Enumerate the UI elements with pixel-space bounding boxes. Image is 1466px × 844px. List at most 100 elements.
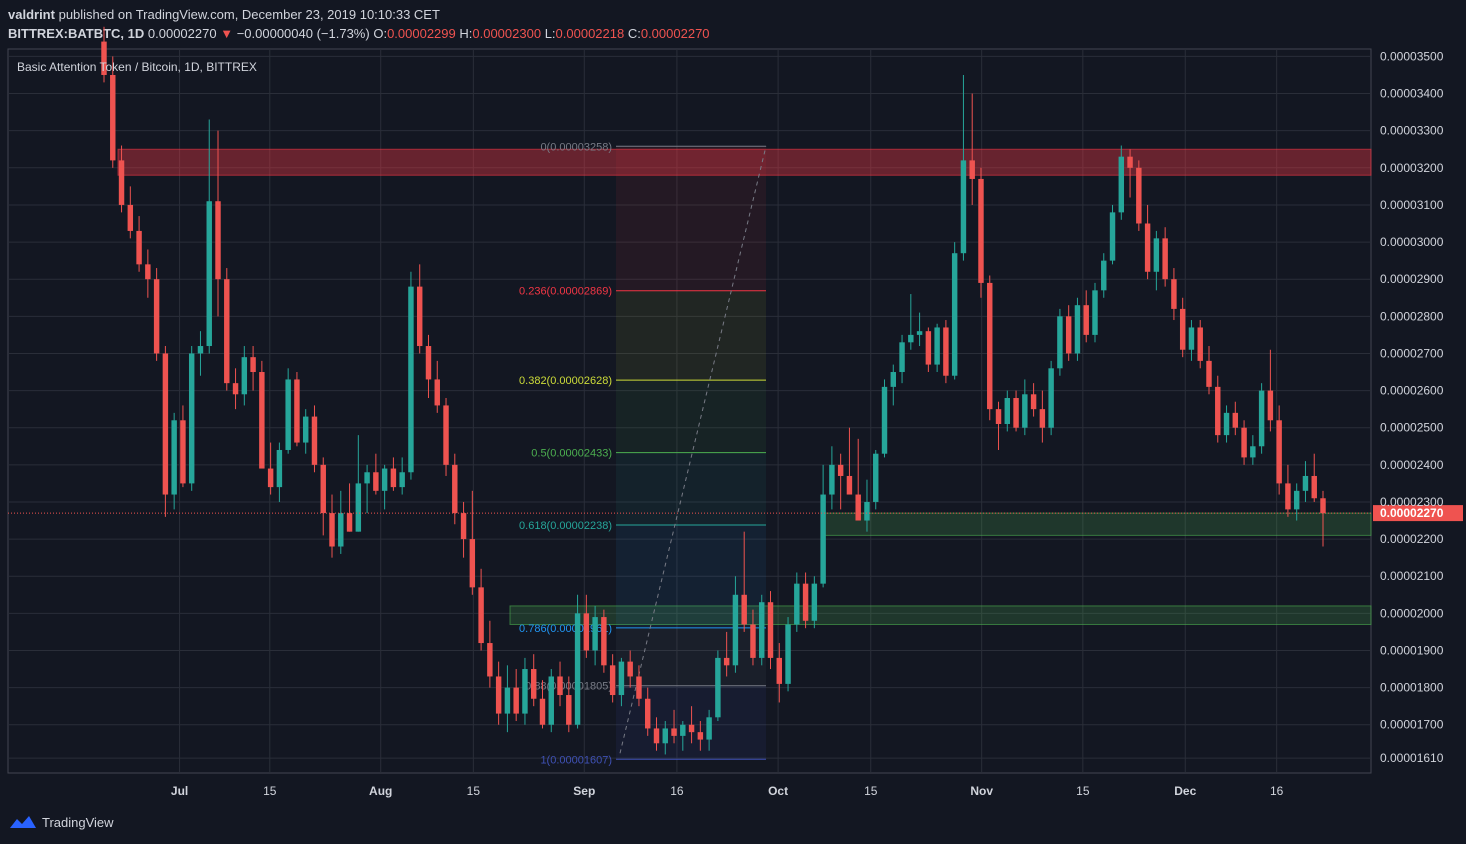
candle [916,312,923,347]
candle-body [1285,483,1291,510]
candle-body [1065,316,1072,354]
candle [601,609,607,673]
candle-body [302,416,309,443]
candle-body [1127,156,1133,168]
author-name[interactable]: valdrint [8,7,55,22]
candle-body [916,331,923,335]
candle-body [837,464,844,476]
candle-body [452,464,458,514]
candle [785,617,791,692]
candle [153,268,160,361]
candle [943,320,949,384]
candle [548,669,554,733]
price-tick-label: 0.00001800 [1380,681,1444,695]
tradingview-cloud-icon [10,816,36,828]
candle-body [1057,316,1063,369]
candle-body [943,327,949,376]
candle [951,242,958,380]
tradingview-logo[interactable]: TradingView [8,814,114,830]
low-value: 0.00002218 [555,26,625,41]
low-label: L: [544,26,556,41]
candle [750,609,756,666]
candle [504,665,511,733]
candle [574,594,581,729]
candle [1118,145,1125,220]
grid-lines [8,49,1371,773]
candle [294,372,300,447]
candle-body [811,583,818,621]
candle [1206,346,1212,395]
candle-body [531,669,537,699]
candle-body [1136,167,1142,224]
candle-body [522,669,528,714]
candle [811,576,818,629]
candle-body [197,346,204,354]
open-label: O: [373,26,388,41]
candle-body [250,357,256,373]
candle-body [680,724,686,736]
resistance-zone [117,148,1372,176]
candle-body [504,687,511,714]
candle-body [574,613,581,725]
candle-body [478,587,484,644]
candle [285,368,291,454]
candle [837,453,844,510]
time-tick-label: 15 [467,784,481,798]
candle-body [1092,290,1098,335]
candle [636,665,642,707]
price-tick-label: 0.00002500 [1380,421,1444,435]
candle-body [908,334,914,343]
high-label: H: [459,26,473,41]
fib-level-label: 0.786(0.00001961) [519,623,612,635]
fib-band [616,146,766,291]
support-zone [509,605,1372,625]
candle [995,401,1002,450]
candle [820,464,826,588]
candle-body [785,624,791,684]
candle-body [136,230,142,265]
candle-body [276,449,283,488]
candle-body [881,386,888,454]
candle [1092,282,1098,343]
candle [478,568,484,651]
candle-body [311,416,318,465]
candle [1302,461,1309,502]
candle [873,449,879,510]
price-change: −0.00000040 (−1.73%) [236,26,370,41]
candle [1013,390,1019,432]
candle [1136,160,1142,231]
candle [899,334,905,384]
time-axis[interactable]: 17Jul15Aug15Sep16Oct15Nov15Dec16 [0,784,1284,798]
price-axis[interactable]: 0.00003500 0.00003400 0.00003300 0.00003200… [1380,49,1444,765]
candle [1215,375,1221,443]
candle-body [750,624,756,658]
candle-body [873,453,879,502]
candle-body [320,464,326,514]
candle [881,379,888,458]
candle-body [741,594,747,625]
candle-body [180,420,186,484]
candles-layer [101,26,1326,755]
close-value: 0.00002270 [640,26,710,41]
fib-band [616,452,766,525]
candle [206,119,212,354]
candle [1232,401,1239,436]
candle-body [206,201,212,347]
candle-body [645,698,651,729]
candle [960,74,967,261]
candle [267,442,274,495]
candle-body [829,464,835,495]
candle [250,346,256,391]
candle [829,446,835,510]
candle-body [636,676,642,699]
candle [671,709,677,744]
price-tick-label: 0.00002800 [1380,309,1444,323]
candle-body [1109,212,1116,261]
price-tick-label: 0.00002400 [1380,458,1444,472]
candle [592,605,598,666]
candle-body [1293,490,1300,510]
fibonacci-retracement[interactable]: 0(0.00003258) 0.236(0.00002869) 0.382(0.00… [519,141,767,766]
candle [495,661,502,725]
candle [390,457,397,491]
